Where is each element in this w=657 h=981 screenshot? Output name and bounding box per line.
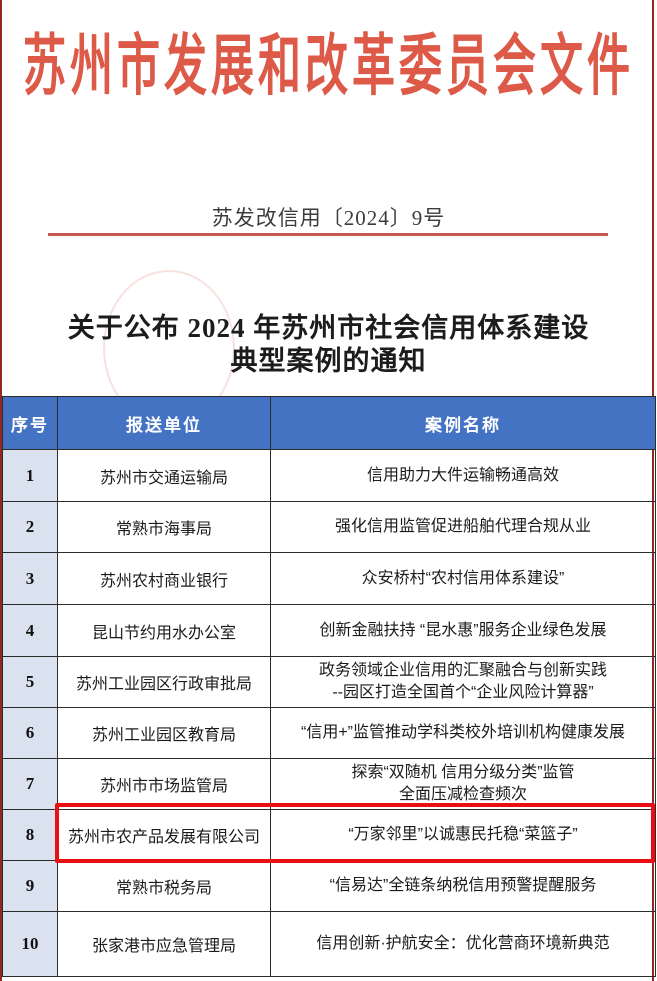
table-row-highlighted: 8 苏州市农产品发展有限公司 “万家邻里”以诚惠民托稳“菜篮子” [2,809,656,861]
row-index-cell: 8 [2,809,58,861]
cases-table: 序号 报送单位 案例名称 1 苏州市交通运输局 信用助力大件运输畅通高效 2 常熟市海事… [2,396,656,977]
column-header-case: 案例名称 [270,396,656,450]
table-row: 4 昆山节约用水办公室 创新金融扶持 “昆水惠”服务企业绿色发展 [2,604,656,657]
row-index-cell: 7 [2,758,58,810]
table-header-row: 序号 报送单位 案例名称 [2,396,656,450]
document-masthead-title: 苏州市发展和改革委员会文件 [23,30,634,104]
table-row: 9 常熟市税务局 “信易达”全链条纳税信用预警提醒服务 [2,860,656,912]
unit-cell: 昆山节约用水办公室 [57,604,271,657]
case-cell: 探索“双随机 信用分级分类”监管 全面压减检查频次 [270,758,656,810]
table-row: 3 苏州农村商业银行 众安桥村“农村信用体系建设” [2,552,656,605]
table-row: 7 苏州市市场监管局 探索“双随机 信用分级分类”监管 全面压减检查频次 [2,758,656,810]
row-index-cell: 1 [2,449,58,502]
case-cell: “万家邻里”以诚惠民托稳“菜篮子” [270,809,656,861]
case-cell: 众安桥村“农村信用体系建设” [270,552,656,605]
row-index-cell: 4 [2,604,58,657]
case-cell: “信用+”监管推动学科类校外培训机构健康发展 [270,707,656,759]
table-row: 5 苏州工业园区行政审批局 政务领域企业信用的汇聚融合与创新实践 --园区打造全国首… [2,656,656,708]
unit-cell: 常熟市海事局 [57,501,271,553]
unit-cell: 常熟市税务局 [57,860,271,912]
document-title-line2: 典型案例的通知 [230,346,427,376]
case-cell: 创新金融扶持 “昆水惠”服务企业绿色发展 [270,604,656,657]
case-cell: 强化信用监管促进船舶代理合规从业 [270,501,656,553]
case-cell: 信用助力大件运输畅通高效 [270,449,656,502]
document-number: 苏发改信用〔2024〕9号 [211,206,446,230]
page-edge-left [0,0,2,981]
unit-cell: 苏州工业园区教育局 [57,707,271,759]
document-title: 关于公布 2024 年苏州市社会信用体系建设 典型案例的通知 [0,312,657,378]
row-index-cell: 6 [2,707,58,759]
case-cell: 信用创新·护航安全：优化营商环境新典范 [270,911,656,977]
document-title-line1: 关于公布 2024 年苏州市社会信用体系建设 [67,313,590,343]
unit-cell: 苏州市交通运输局 [57,449,271,502]
column-header-index: 序号 [2,396,58,450]
unit-cell: 苏州市农产品发展有限公司 [57,809,271,861]
unit-cell: 苏州农村商业银行 [57,552,271,605]
row-index-cell: 10 [2,911,58,977]
table-row: 1 苏州市交通运输局 信用助力大件运输畅通高效 [2,449,656,502]
unit-cell: 张家港市应急管理局 [57,911,271,977]
table-body: 1 苏州市交通运输局 信用助力大件运输畅通高效 2 常熟市海事局 强化信用监管促进船舶代理… [2,449,656,977]
table-row: 2 常熟市海事局 强化信用监管促进船舶代理合规从业 [2,501,656,553]
unit-cell: 苏州市市场监管局 [57,758,271,810]
red-divider-rule [48,233,608,236]
column-header-unit: 报送单位 [57,396,271,450]
row-index-cell: 9 [2,860,58,912]
case-cell: “信易达”全链条纳税信用预警提醒服务 [270,860,656,912]
table-row: 10 张家港市应急管理局 信用创新·护航安全：优化营商环境新典范 [2,911,656,977]
case-cell: 政务领域企业信用的汇聚融合与创新实践 --园区打造全国首个“企业风险计算器” [270,656,656,708]
unit-cell: 苏州工业园区行政审批局 [57,656,271,708]
row-index-cell: 2 [2,501,58,553]
row-index-cell: 3 [2,552,58,605]
row-index-cell: 5 [2,656,58,708]
table-row: 6 苏州工业园区教育局 “信用+”监管推动学科类校外培训机构健康发展 [2,707,656,759]
